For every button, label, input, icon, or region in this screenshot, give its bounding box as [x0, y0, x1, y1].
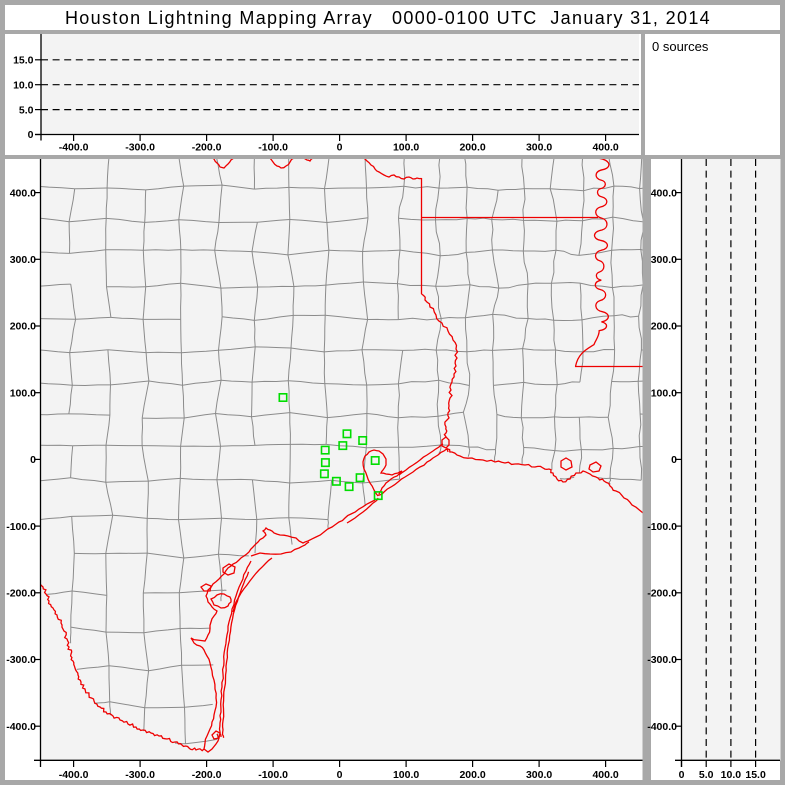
svg-text:-400.0: -400.0 [59, 769, 89, 781]
svg-text:15.0: 15.0 [13, 55, 34, 67]
svg-text:10.0: 10.0 [13, 79, 34, 91]
svg-text:-200.0: -200.0 [192, 142, 222, 154]
svg-text:-200.0: -200.0 [192, 769, 222, 781]
svg-text:400.0: 400.0 [651, 187, 677, 199]
svg-text:100.0: 100.0 [10, 387, 36, 399]
svg-text:-100.0: -100.0 [647, 521, 677, 533]
svg-text:0: 0 [337, 142, 343, 154]
svg-text:-300.0: -300.0 [125, 769, 155, 781]
svg-text:300.0: 300.0 [651, 254, 677, 266]
svg-text:0: 0 [671, 454, 677, 466]
svg-text:200.0: 200.0 [651, 321, 677, 333]
svg-text:-100.0: -100.0 [6, 521, 36, 533]
svg-text:300.0: 300.0 [10, 254, 36, 266]
svg-text:-300.0: -300.0 [647, 654, 677, 666]
svg-text:400.0: 400.0 [592, 769, 618, 781]
svg-text:400.0: 400.0 [10, 187, 36, 199]
svg-text:-300.0: -300.0 [125, 142, 155, 154]
svg-text:-400.0: -400.0 [59, 142, 89, 154]
svg-text:0 sources: 0 sources [652, 39, 709, 54]
svg-text:-300.0: -300.0 [6, 654, 36, 666]
svg-text:200.0: 200.0 [10, 321, 36, 333]
svg-text:0: 0 [28, 129, 34, 141]
svg-text:5.0: 5.0 [19, 104, 34, 116]
svg-text:-100.0: -100.0 [258, 142, 288, 154]
svg-text:10.0: 10.0 [721, 769, 742, 781]
svg-text:5.0: 5.0 [699, 769, 714, 781]
svg-text:300.0: 300.0 [526, 769, 552, 781]
svg-text:200.0: 200.0 [459, 142, 485, 154]
svg-text:100.0: 100.0 [393, 142, 419, 154]
svg-text:-400.0: -400.0 [6, 721, 36, 733]
svg-text:-100.0: -100.0 [258, 769, 288, 781]
svg-text:0: 0 [337, 769, 343, 781]
svg-text:100.0: 100.0 [651, 387, 677, 399]
svg-text:200.0: 200.0 [459, 769, 485, 781]
svg-text:15.0: 15.0 [745, 769, 766, 781]
svg-text:Houston Lightning Mapping Arra: Houston Lightning Mapping Array 0000-010… [65, 8, 711, 28]
svg-text:100.0: 100.0 [393, 769, 419, 781]
svg-text:-400.0: -400.0 [647, 721, 677, 733]
svg-text:0: 0 [30, 454, 36, 466]
svg-text:0: 0 [679, 769, 685, 781]
svg-text:-200.0: -200.0 [6, 588, 36, 600]
svg-text:300.0: 300.0 [526, 142, 552, 154]
svg-text:-200.0: -200.0 [647, 588, 677, 600]
svg-text:400.0: 400.0 [592, 142, 618, 154]
